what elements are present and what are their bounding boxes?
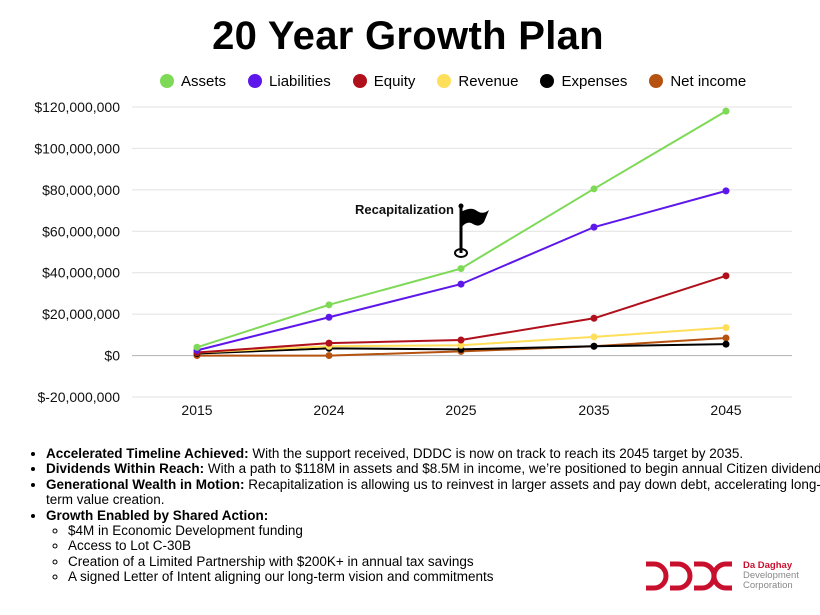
legend-swatch: [540, 74, 555, 88]
sub-bullet-item: $4M in Economic Development funding: [68, 523, 820, 538]
summary-bullets: Accelerated Timeline Achieved: With the …: [18, 446, 820, 585]
sub-bullet-item: Access to Lot C-30B: [68, 538, 820, 553]
x-tick-label: 2035: [578, 402, 609, 418]
legend-label: Expenses: [561, 72, 628, 90]
sub-bullet-item: A signed Letter of Intent aligning our l…: [68, 569, 820, 584]
data-point: [325, 313, 333, 321]
line-chart: $-20,000,000 $0 $20,000,000 $40,000,000 $60,…: [34, 99, 792, 418]
data-point: [590, 223, 598, 231]
legend-entry: Assets: [160, 73, 226, 90]
legend-entry: Net income: [649, 73, 746, 90]
legend-label: Assets: [181, 72, 227, 90]
logo-line-3: Corporation: [743, 580, 793, 591]
logo-line-1: Da Daghay: [743, 560, 793, 571]
data-point: [722, 107, 730, 115]
data-point: [193, 343, 201, 351]
legend-label: Net income: [670, 72, 747, 90]
y-tick-label: $80,000,000: [42, 182, 120, 198]
x-tick-label: 2025: [445, 402, 476, 418]
data-point: [457, 280, 465, 288]
y-tick-label: $0: [104, 348, 120, 364]
data-point: [722, 340, 730, 348]
data-point: [457, 265, 465, 273]
data-point: [722, 187, 730, 195]
y-tick-label: $-20,000,000: [37, 389, 120, 405]
x-tick-label: 2015: [181, 402, 212, 418]
legend-swatch: [248, 74, 263, 88]
logo-wordmark: Da Daghay Development Corporation: [743, 561, 799, 591]
y-tick-label: $120,000,000: [34, 99, 120, 115]
y-tick-label: $20,000,000: [42, 306, 120, 322]
logo-line-2: Development: [743, 570, 799, 581]
y-tick-label: $40,000,000: [42, 265, 120, 281]
y-tick-label: $100,000,000: [34, 140, 120, 156]
bullet-item: Accelerated Timeline Achieved: With the …: [46, 446, 820, 461]
legend-entry: Liabilities: [248, 73, 331, 90]
data-point: [325, 339, 333, 347]
sub-bullet-item: Creation of a Limited Partnership with $…: [68, 554, 820, 569]
sub-bullet-list: $4M in Economic Development funding Acce…: [46, 523, 820, 585]
data-point: [590, 314, 598, 322]
bullet-item: Dividends Within Reach: With a path to $…: [46, 461, 820, 476]
x-tick-label: 2045: [710, 402, 741, 418]
legend-label: Liabilities: [269, 72, 331, 90]
flag-icon: [454, 203, 489, 258]
annotation-label: Recapitalization: [355, 202, 454, 217]
legend-entry: Equity: [352, 72, 416, 90]
legend-swatch: [352, 74, 367, 88]
chart-legend: Assets Liabilities Equity Revenue Expenses Ne…: [160, 72, 768, 90]
legend-swatch: [649, 74, 664, 88]
legend-swatch: [437, 74, 452, 88]
data-point: [457, 341, 465, 349]
legend-entry: Revenue: [437, 73, 518, 90]
data-point: [722, 272, 730, 280]
data-point: [590, 185, 598, 193]
chart-title: 20 Year Growth Plan: [212, 14, 604, 58]
legend-swatch: [160, 74, 174, 88]
data-point: [590, 333, 598, 341]
legend-label: Equity: [373, 72, 416, 90]
bullet-item: Growth Enabled by Shared Action: $4M in …: [46, 508, 820, 585]
legend-label: Revenue: [458, 72, 519, 90]
data-point: [325, 352, 333, 360]
data-point: [722, 334, 730, 342]
data-point: [722, 324, 730, 332]
legend-entry: Expenses: [540, 73, 627, 90]
y-tick-label: $60,000,000: [42, 223, 120, 239]
data-point: [457, 336, 465, 344]
bullet-item: Generational Wealth in Motion: Recapital…: [46, 477, 820, 508]
data-point: [590, 342, 598, 350]
x-tick-label: 2024: [313, 402, 344, 418]
data-point: [325, 301, 333, 309]
dddc-logo-icon: [646, 561, 732, 591]
